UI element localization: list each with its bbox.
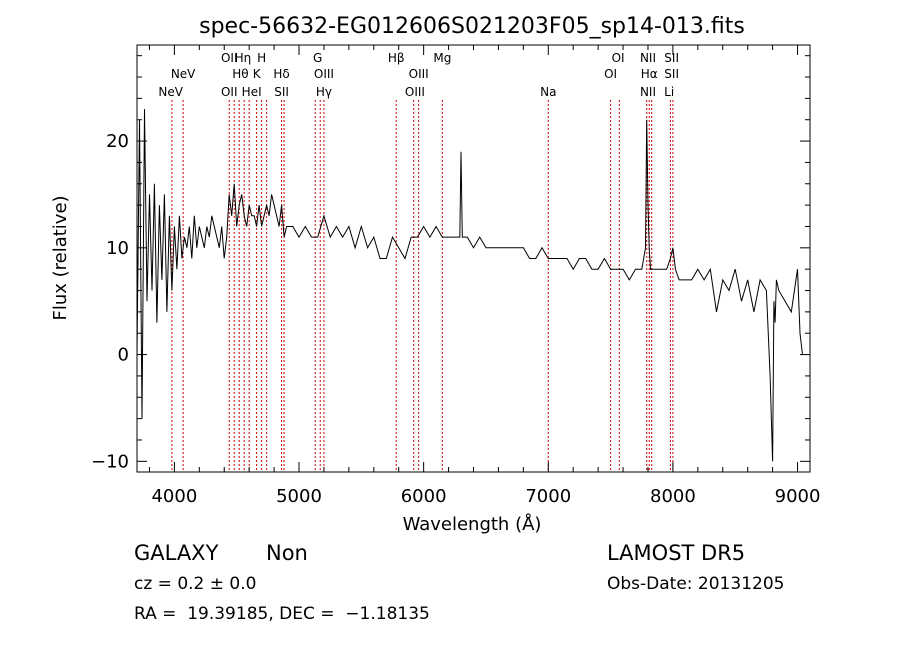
survey-name: LAMOST DR5	[607, 541, 746, 565]
y-tick-label: 10	[106, 238, 129, 259]
line-marker-label: SII	[664, 51, 679, 65]
line-marker-label: K	[253, 67, 262, 81]
line-marker-label: Hθ	[232, 67, 248, 81]
line-marker-label: Hδ	[273, 67, 289, 81]
line-marker-label: Mg	[433, 51, 451, 65]
line-marker-label: OIII	[409, 67, 429, 81]
line-marker-label: Hβ	[388, 51, 405, 65]
x-tick-label: 9000	[775, 486, 821, 507]
x-tick-label: 7000	[525, 486, 571, 507]
line-marker-label: NII	[640, 51, 656, 65]
x-tick-label: 4000	[151, 486, 197, 507]
line-marker-label: NII	[640, 85, 656, 99]
line-marker-label: OIII	[314, 67, 334, 81]
spectrum-line	[136, 109, 803, 462]
line-marker-label: OI	[612, 51, 625, 65]
line-marker-label: H	[257, 51, 266, 65]
x-axis-label: Wavelength (Å)	[403, 513, 542, 535]
line-marker-label: OII	[221, 85, 238, 99]
line-marker-label: OI	[604, 67, 617, 81]
line-marker-label: Hα	[641, 67, 658, 81]
line-marker-label: OIII	[405, 85, 425, 99]
line-marker-label: Hγ	[316, 85, 332, 99]
redshift-cz: cz = 0.2 ± 0.0	[134, 574, 257, 594]
line-marker-label: SII	[274, 85, 289, 99]
observation-date: Obs-Date: 20131205	[607, 574, 785, 594]
object-class: GALAXY	[134, 541, 219, 565]
y-tick-label: −10	[91, 451, 129, 472]
x-tick-label: 5000	[276, 486, 322, 507]
line-marker-label: Hη	[235, 51, 252, 65]
line-marker-label: NeV	[171, 67, 196, 81]
line-marker-label: G	[313, 51, 322, 65]
x-axis-ticks: 4000 5000 6000 7000 8000 9000	[148, 45, 821, 507]
y-axis-ticks: −10 0 10 20	[91, 55, 810, 472]
y-tick-label: 20	[106, 131, 129, 152]
line-marker-label: HeI	[242, 85, 262, 99]
line-marker-label: SII	[664, 67, 679, 81]
chart-title: spec-56632-EG012606S021203F05_sp14-013.f…	[199, 14, 745, 39]
x-tick-label: 6000	[401, 486, 447, 507]
y-tick-label: 0	[118, 345, 129, 366]
spectral-line-markers	[171, 100, 674, 472]
plot-frame	[136, 44, 811, 473]
ra-dec: RA = 19.39185, DEC = −1.18135	[134, 604, 430, 624]
x-tick-label: 8000	[650, 486, 696, 507]
y-axis-label: Flux (relative)	[50, 195, 71, 320]
spectrum-series	[136, 109, 803, 462]
line-marker-label: Na	[540, 85, 556, 99]
line-marker-label: Li	[664, 85, 674, 99]
line-marker-label: NeV	[158, 85, 183, 99]
object-subclass: Non	[266, 541, 308, 565]
line-marker-label: OII	[221, 51, 238, 65]
